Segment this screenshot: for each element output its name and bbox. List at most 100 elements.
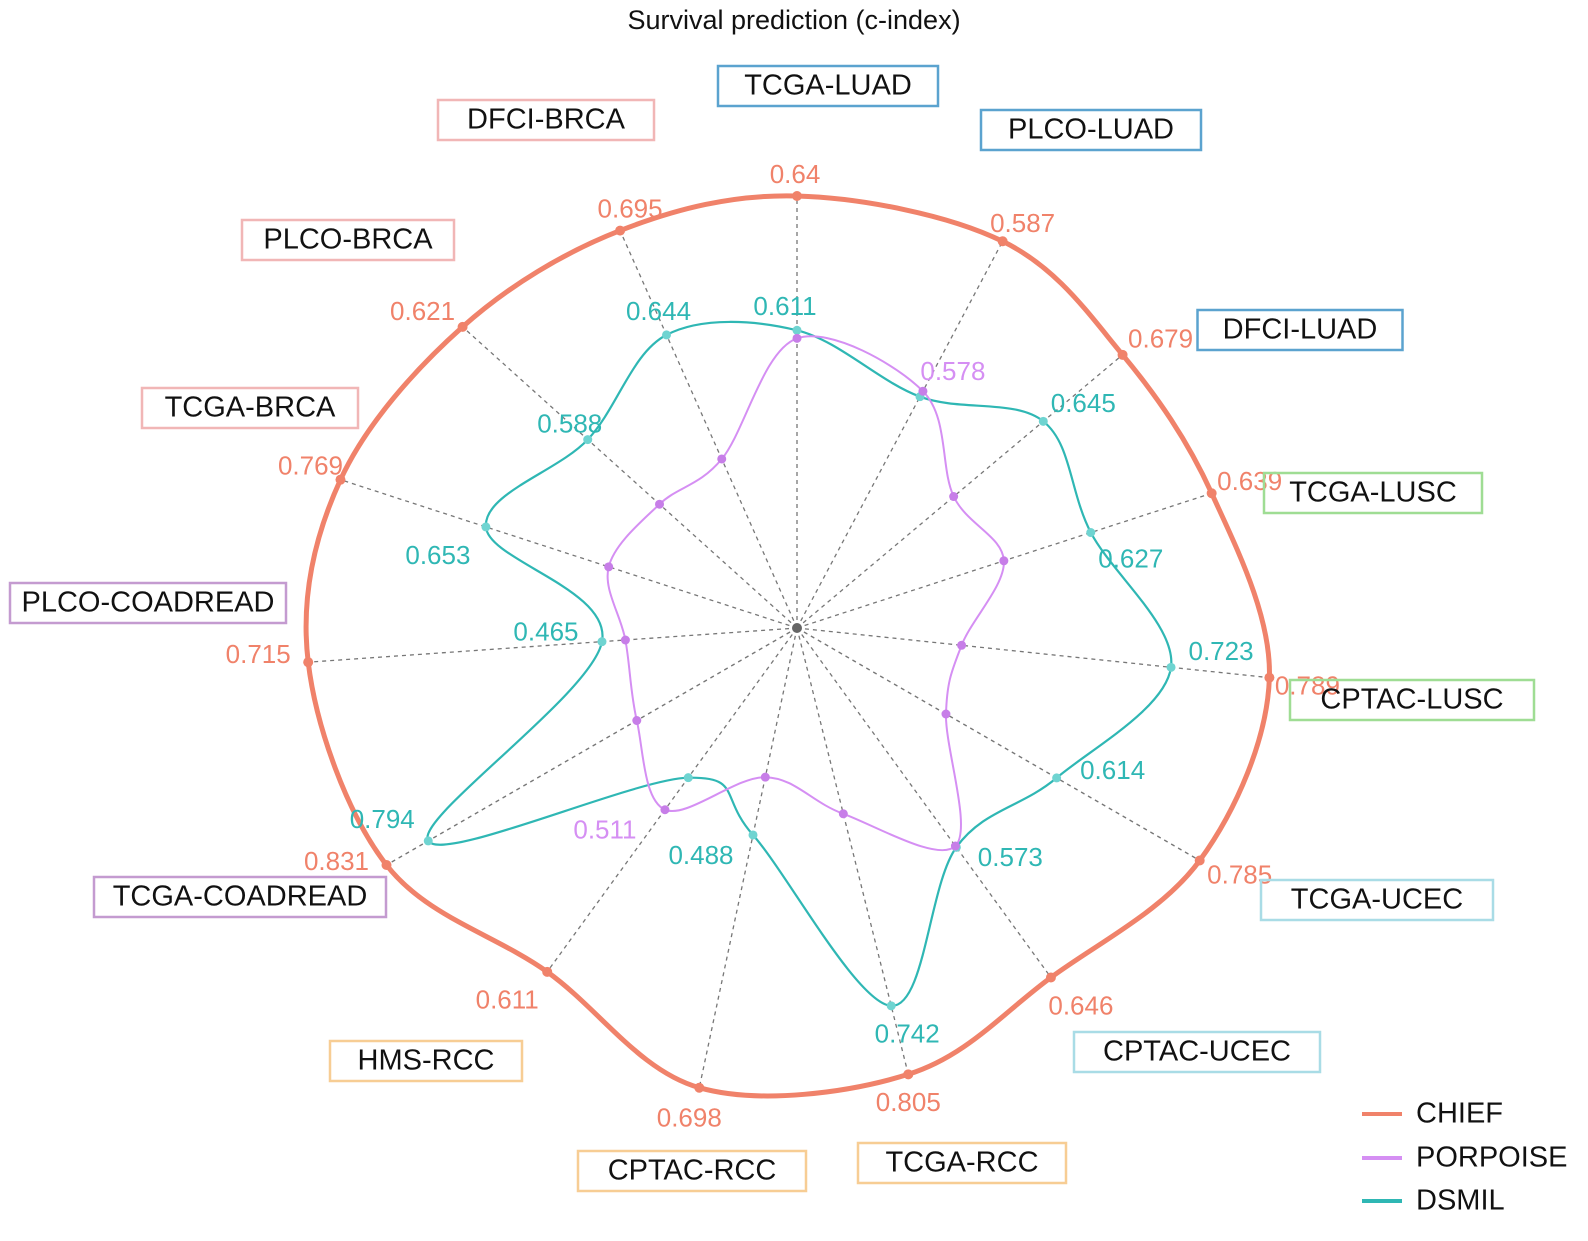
point-dsmil-hms-rcc [683, 773, 693, 783]
value-label-dsmil-cptac-rcc: 0.488 [668, 840, 733, 870]
point-chief-tcga-lusc [1206, 488, 1217, 499]
point-porpoise-plco-brca [655, 499, 665, 509]
point-chief-plco-luad [997, 236, 1008, 247]
category-box [1288, 678, 1536, 722]
value-label-chief-cptac-lusc: 0.789 [1275, 671, 1340, 701]
point-porpoise-dfci-luad [949, 492, 959, 502]
value-label-chief-tcga-ucec: 0.785 [1207, 859, 1272, 889]
point-chief-tcga-luad [792, 191, 802, 201]
spoke-tcga-brca [340, 479, 798, 629]
category-box [716, 64, 940, 108]
category-text: TCGA-BRCA [165, 392, 336, 424]
category-text: CPTAC-RCC [608, 1155, 777, 1187]
value-label-chief-tcga-coadread: 0.831 [304, 846, 369, 876]
value-label-dsmil-plco-coadread: 0.465 [513, 617, 578, 647]
category-label-tcga-ucec: TCGA-UCEC [1259, 878, 1495, 922]
legend-label-dsmil: DSMIL [1416, 1185, 1505, 1217]
point-chief-tcga-ucec [1194, 855, 1205, 866]
point-chief-cptac-lusc [1264, 672, 1275, 683]
value-label-dsmil-cptac-ucec: 0.573 [978, 842, 1043, 872]
category-box [328, 1039, 524, 1083]
spoke-plco-brca [462, 326, 798, 629]
point-dsmil-dfci-luad [1038, 416, 1048, 426]
category-label-tcga-brca: TCGA-BRCA [140, 386, 360, 430]
point-porpoise-hms-rcc [660, 805, 670, 815]
value-label-dsmil-tcga-rcc: 0.742 [875, 1019, 940, 1049]
point-chief-cptac-ucec [1045, 972, 1056, 983]
spokes [308, 196, 1270, 1088]
category-text: TCGA-UCEC [1291, 884, 1463, 916]
point-chief-plco-brca [457, 321, 468, 332]
category-label-cptac-lusc: CPTAC-LUSC [1288, 678, 1536, 722]
point-porpoise-tcga-coadread [632, 716, 642, 725]
point-dsmil-tcga-rcc [886, 1001, 896, 1011]
point-porpoise-cptac-lusc [957, 640, 967, 650]
category-text: PLCO-COADREAD [22, 587, 275, 619]
value-label-dsmil-dfci-luad: 0.645 [1051, 388, 1116, 418]
value-label-chief-dfci-luad: 0.679 [1128, 324, 1193, 354]
point-dsmil-tcga-brca [481, 522, 491, 532]
value-label-chief-tcga-rcc: 0.805 [876, 1087, 941, 1117]
point-dsmil-plco-coadread [597, 637, 607, 647]
category-label-dfci-brca: DFCI-BRCA [436, 98, 656, 142]
category-label-tcga-luad: TCGA-LUAD [716, 64, 940, 108]
value-label-chief-tcga-luad: 0.64 [770, 159, 821, 189]
category-box [979, 108, 1203, 152]
point-chief-plco-coadread [303, 657, 314, 668]
category-text: CPTAC-UCEC [1103, 1036, 1291, 1068]
value-label-dsmil-dfci-brca: 0.644 [626, 296, 691, 326]
category-text: PLCO-LUAD [1008, 114, 1174, 146]
category-label-hms-rcc: HMS-RCC [328, 1039, 524, 1083]
category-label-cptac-rcc: CPTAC-RCC [576, 1149, 808, 1193]
category-box [92, 875, 388, 919]
category-box [856, 1141, 1068, 1185]
point-dsmil-tcga-ucec [1052, 773, 1062, 783]
category-label-cptac-ucec: CPTAC-UCEC [1072, 1030, 1322, 1074]
point-chief-tcga-brca [335, 474, 346, 485]
category-text: DFCI-LUAD [1223, 314, 1378, 346]
value-label-chief-plco-coadread: 0.715 [226, 639, 291, 669]
spoke-hms-rcc [546, 627, 798, 973]
value-label-chief-plco-luad: 0.587 [990, 208, 1055, 238]
spoke-cptac-rcc [698, 627, 798, 1088]
value-label-dsmil-tcga-coadread: 0.794 [350, 804, 415, 834]
series-line-porpoise [606, 335, 1005, 852]
category-labels: TCGA-LUAD PLCO-LUAD DFCI-LUAD TCGA-LUSC CPTA… [8, 64, 1536, 1193]
spoke-tcga-coadread [386, 627, 798, 866]
spoke-plco-luad [796, 240, 1004, 629]
value-label-chief-tcga-brca: 0.769 [278, 451, 343, 481]
category-label-plco-brca: PLCO-BRCA [240, 218, 456, 262]
value-label-chief-plco-brca: 0.621 [390, 296, 455, 326]
category-text: DFCI-BRCA [467, 104, 626, 136]
category-box [1259, 878, 1495, 922]
category-text: PLCO-BRCA [263, 224, 433, 256]
series-line-dsmil [426, 320, 1173, 1007]
category-box [240, 218, 456, 262]
spoke-tcga-ucec [796, 627, 1201, 862]
value-label-dsmil-tcga-ucec: 0.614 [1080, 755, 1145, 785]
category-box [1072, 1030, 1322, 1074]
point-dsmil-dfci-brca [662, 330, 672, 340]
legend: CHIEF PORPOISE DSMIL [1362, 1098, 1568, 1217]
series-line-chief [303, 193, 1272, 1099]
point-dsmil-tcga-coadread [423, 836, 433, 846]
value-label-porpoise-hms-rcc: 0.511 [573, 815, 636, 845]
point-chief-tcga-coadread [381, 860, 392, 870]
category-box [1262, 471, 1484, 515]
category-box [1196, 308, 1404, 352]
category-label-tcga-rcc: TCGA-RCC [856, 1141, 1068, 1185]
category-label-plco-luad: PLCO-LUAD [979, 108, 1203, 152]
spoke-cptac-lusc [796, 627, 1270, 679]
point-dsmil-cptac-lusc [1166, 662, 1176, 672]
category-label-plco-coadread: PLCO-COADREAD [8, 581, 288, 625]
legend-label-chief: CHIEF [1416, 1098, 1503, 1130]
value-label-dsmil-tcga-luad: 0.611 [753, 291, 816, 321]
value-label-chief-cptac-ucec: 0.646 [1048, 990, 1113, 1020]
category-box [8, 581, 288, 625]
point-porpoise-tcga-ucec [941, 709, 951, 719]
point-chief-dfci-brca [615, 225, 626, 236]
spoke-dfci-brca [619, 230, 798, 629]
point-porpoise-dfci-brca [717, 454, 727, 464]
category-box [436, 98, 656, 142]
legend-label-porpoise: PORPOISE [1416, 1142, 1568, 1174]
